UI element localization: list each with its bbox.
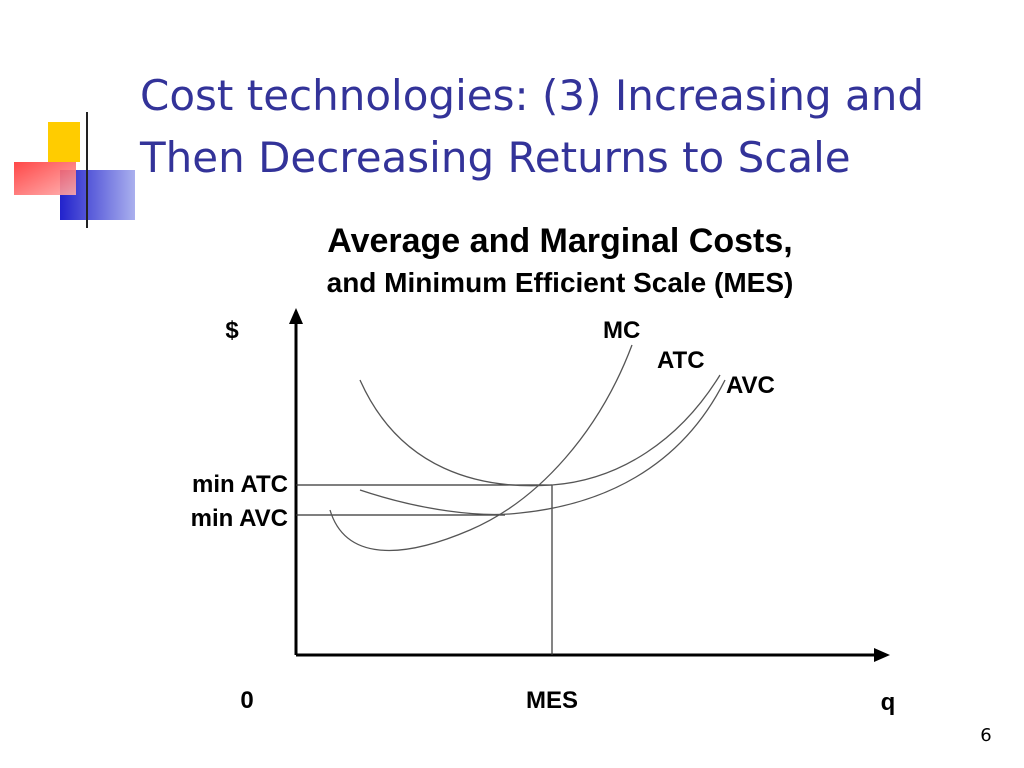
slide-title: Then Decreasing Returns to Scale [139,133,851,182]
mc-curve [329,344,633,552]
level-label: min ATC [192,471,288,498]
slide-title: Cost technologies: (3) Increasing and [140,71,924,120]
level-label: min AVC [191,505,288,532]
page-number: 6 [980,725,991,746]
decoration [14,112,960,228]
axis-arrow [289,308,303,324]
curve-label: MC [603,317,640,344]
axis-arrow [874,648,890,662]
y-axis-label: $ [225,317,239,344]
x-axis-label: MES [526,687,578,714]
curve-label: ATC [657,347,705,374]
curve-label: AVC [726,372,775,399]
atc-curve [359,374,721,487]
avc-curve [359,379,726,516]
x-axis-label: q [881,689,896,716]
figure-subtitle: and Minimum Efficient Scale (MES) [327,267,794,298]
figure-title: Average and Marginal Costs, [327,222,792,260]
x-axis-label: 0 [240,687,253,714]
